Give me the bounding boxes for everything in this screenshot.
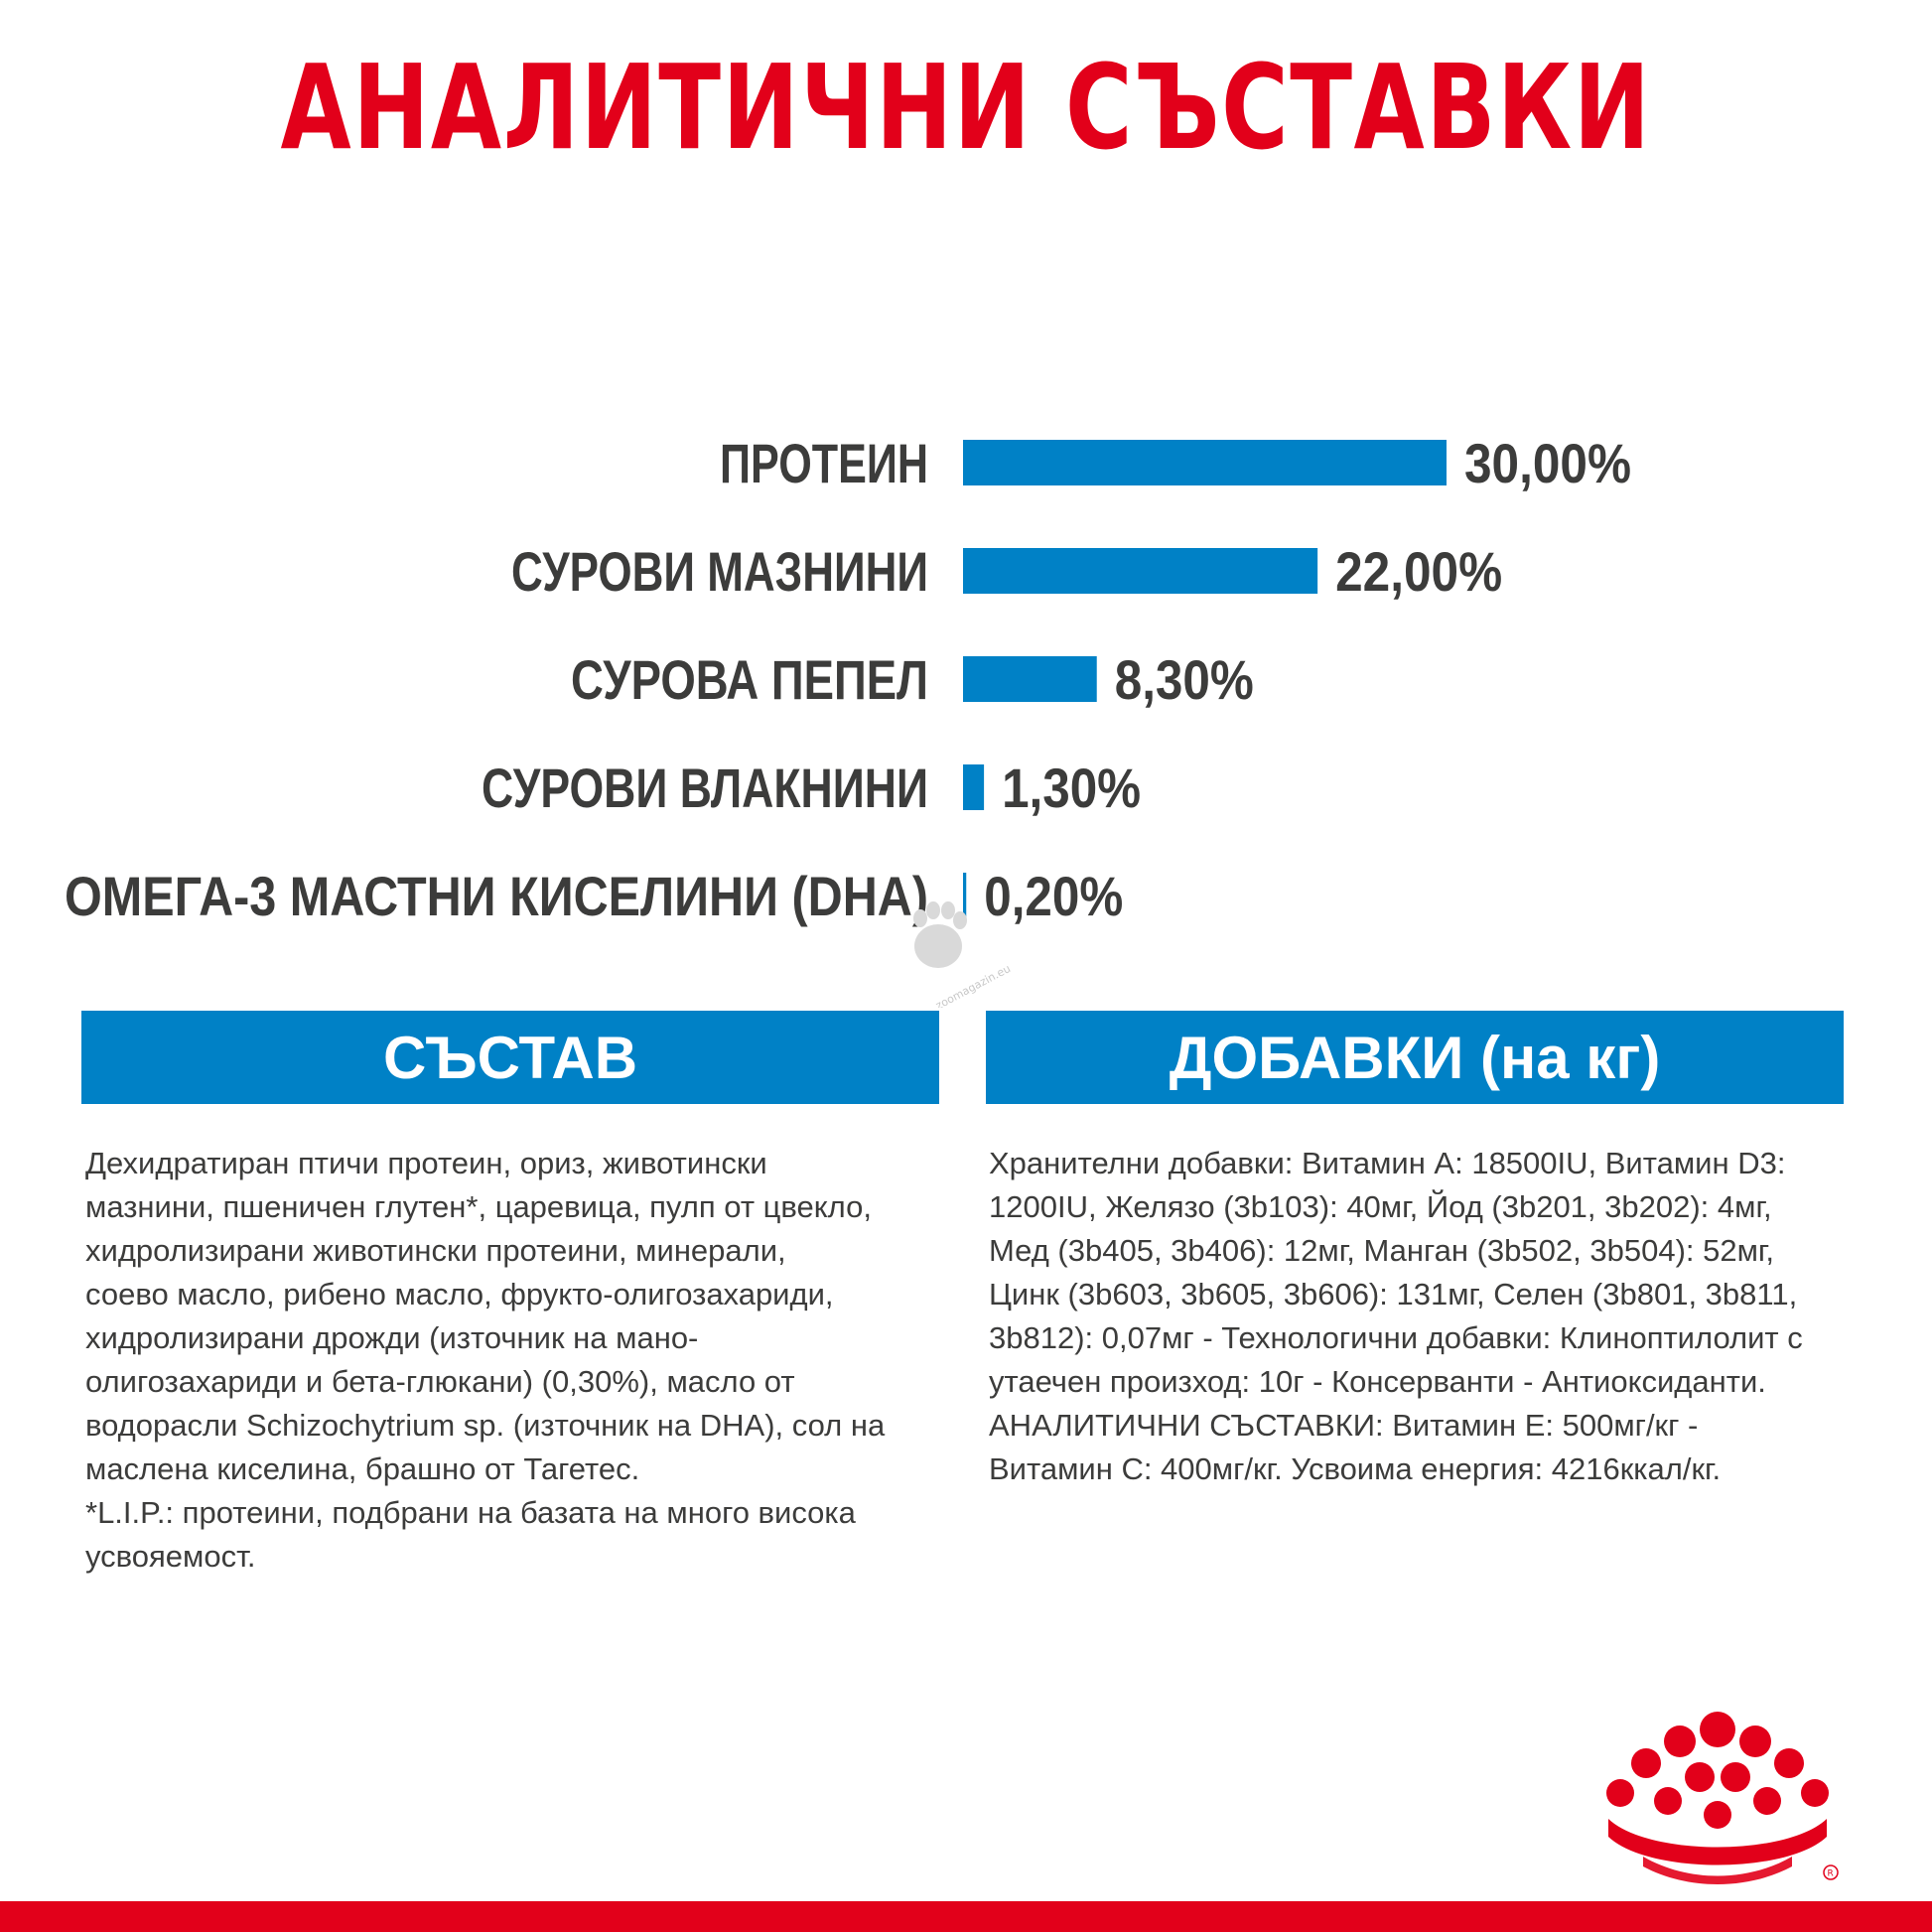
bar <box>963 440 1447 485</box>
bar <box>963 873 967 918</box>
paw-icon <box>913 901 967 968</box>
watermark: zoomagazin.eu <box>898 898 1047 1013</box>
value-label: 1,30% <box>1002 757 1141 819</box>
category-label: ПРОТЕИН <box>720 432 928 494</box>
page-title: АНАЛИТИЧНИ СЪСТАВКИ <box>280 39 1652 176</box>
value-label: 22,00% <box>1335 540 1502 603</box>
additives-header: ДОБАВКИ (на кг) <box>986 1011 1844 1104</box>
value-label: 30,00% <box>1464 432 1631 494</box>
watermark-text: zoomagazin.eu <box>933 962 1013 1008</box>
bar <box>963 764 985 810</box>
royal-canin-crown-icon: R <box>1606 1712 1839 1884</box>
category-label: СУРОВА ПЕПЕЛ <box>571 648 928 711</box>
bottom-stripe <box>0 1901 1932 1932</box>
nutrient-bar-chart: ПРОТЕИН 30,00% СУРОВИ МАЗНИНИ 22,00% СУРОВА … <box>65 432 1631 927</box>
composition-header: СЪСТАВ <box>81 1011 939 1104</box>
value-label: 8,30% <box>1115 648 1254 711</box>
value-label: 0,20% <box>984 865 1123 927</box>
composition-text: Дехидратиран птичи протеин, ориз, животи… <box>85 1146 886 1574</box>
category-label: СУРОВИ ВЛАКНИНИ <box>482 757 928 819</box>
royal-canin-logo: R <box>1588 1708 1847 1891</box>
bar <box>963 656 1097 702</box>
svg-text:R: R <box>1828 1869 1834 1879</box>
category-label: ОМЕГА-3 МАСТНИ КИСЕЛИНИ (DHA) <box>65 865 928 927</box>
additives-text: Хранителни добавки: Витамин A: 18500IU, … <box>989 1146 1803 1486</box>
category-label: СУРОВИ МАЗНИНИ <box>511 540 928 603</box>
bar <box>963 548 1318 594</box>
